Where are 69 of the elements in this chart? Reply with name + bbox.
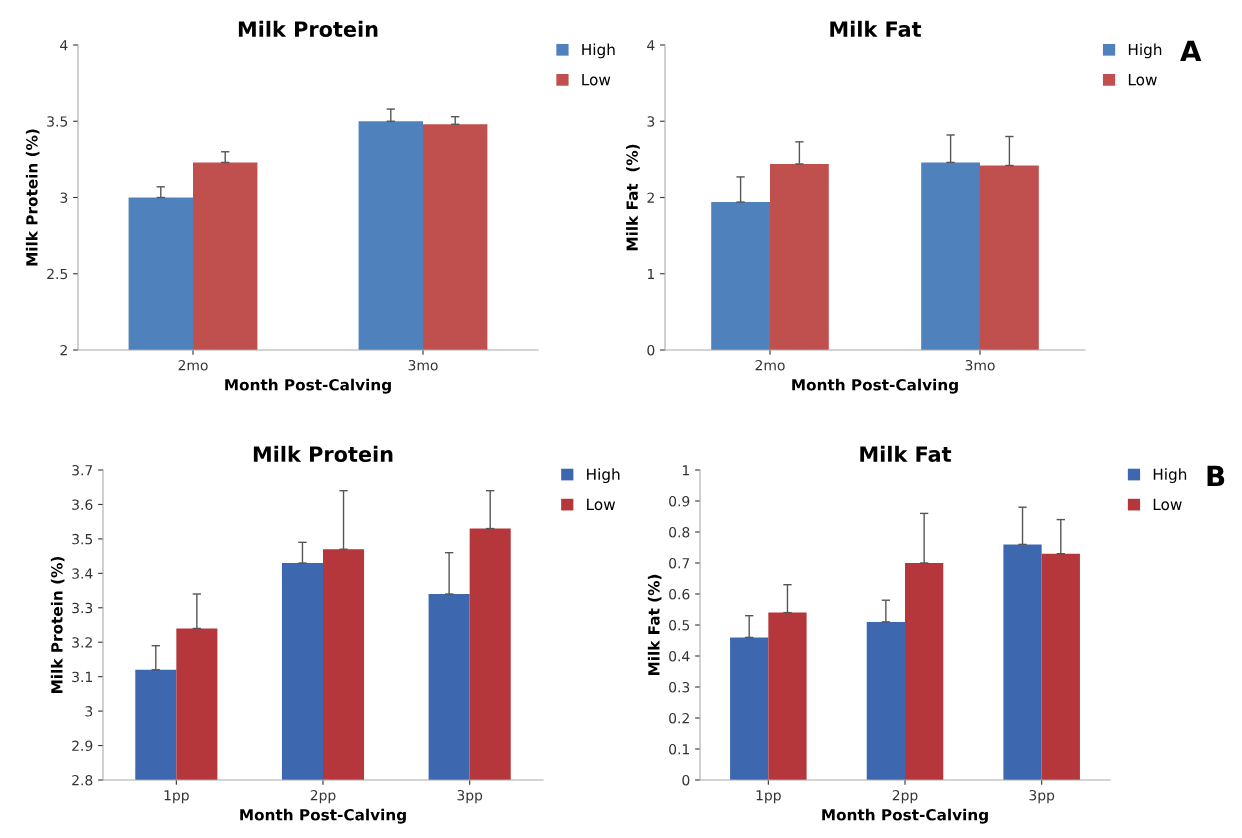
chart-title: Milk Fat (860, 445, 952, 462)
y-tick-label: 0.6 (669, 588, 690, 600)
bar (905, 563, 944, 780)
legend-label: Low (1128, 74, 1157, 86)
y-tick-label: 3.6 (72, 499, 93, 510)
legend-label: Low (1153, 498, 1182, 511)
y-tick-label: 0.9 (669, 495, 690, 507)
y-tick-label: 3.4 (72, 568, 93, 579)
x-axis-title: Month Post-Calving (225, 378, 391, 394)
y-tick-label: 4 (60, 40, 68, 51)
y-tick-label: 4 (647, 40, 655, 51)
text: B (1207, 465, 1225, 487)
y-tick-label: 0.4 (669, 650, 690, 662)
bar (768, 612, 807, 780)
bar (730, 637, 769, 780)
chart-title: Milk Fat (830, 20, 922, 37)
y-tick-label: 3 (647, 116, 655, 127)
y-axis-title: Milk Fat (%) (626, 144, 640, 251)
x-axis-title: Month Post-Calving (792, 378, 958, 394)
chart-title: Milk Protein (253, 445, 393, 462)
y-tick-label: 3.5 (47, 116, 68, 127)
y-tick-label: 3 (85, 706, 93, 717)
y-tick-label: 0.8 (669, 526, 690, 538)
x-axis-title: Month Post-Calving (240, 808, 406, 824)
legend-label: High (1153, 468, 1187, 484)
y-tick-label: 3.3 (72, 602, 93, 614)
legend-label: Low (582, 74, 611, 86)
x-tick-label: 3mo (408, 359, 438, 371)
y-tick-label: 0.3 (669, 681, 690, 693)
legend-label: High (582, 43, 615, 59)
text: A (1180, 40, 1202, 62)
y-axis-title: Milk Protein (%) (50, 556, 65, 693)
y-tick-label: 3.7 (72, 464, 93, 476)
x-tick-label: 2pp (310, 789, 336, 804)
y-tick-label: 0.7 (669, 557, 690, 569)
y-tick-label: 2 (60, 344, 67, 356)
x-tick-label: 3mo (965, 359, 995, 371)
y-tick-label: 2 (647, 192, 654, 203)
legend-label: High (1128, 43, 1162, 59)
y-tick-label: 1 (682, 465, 689, 476)
y-tick-label: 0 (682, 774, 690, 786)
y-axis-title: Milk Protein (%) (25, 129, 40, 266)
x-tick-label: 2mo (755, 359, 785, 371)
y-axis-title: Milk Fat (%) (647, 574, 662, 676)
y-tick-label: 2.8 (72, 774, 93, 786)
bar (1041, 553, 1080, 780)
bar (1003, 544, 1042, 780)
legend-label: Low (587, 498, 616, 511)
y-tick-label: 2.5 (47, 268, 68, 280)
x-tick-label: 2pp (892, 789, 918, 804)
x-axis-title: Month Post-Calving (822, 808, 988, 824)
x-tick-label: 3pp (457, 789, 483, 804)
y-tick-label: 3.2 (72, 637, 92, 648)
y-tick-label: 0 (647, 344, 655, 356)
y-tick-label: 1 (647, 268, 654, 280)
y-tick-label: 0.1 (669, 743, 689, 755)
y-tick-label: 3.5 (72, 533, 93, 545)
y-tick-label: 2.9 (72, 740, 93, 752)
y-tick-label: 0.5 (669, 619, 690, 631)
y-tick-label: 3 (60, 192, 68, 203)
legend-label: High (587, 468, 620, 484)
x-tick-label: 3pp (1029, 789, 1055, 804)
y-tick-label: 0.2 (669, 712, 689, 724)
bar (866, 621, 905, 780)
x-tick-label: 2mo (178, 359, 208, 371)
x-tick-label: 1pp (756, 790, 781, 804)
chart-title: Milk Protein (238, 20, 378, 37)
x-tick-label: 1pp (164, 790, 189, 804)
y-tick-label: 3.1 (72, 671, 92, 683)
